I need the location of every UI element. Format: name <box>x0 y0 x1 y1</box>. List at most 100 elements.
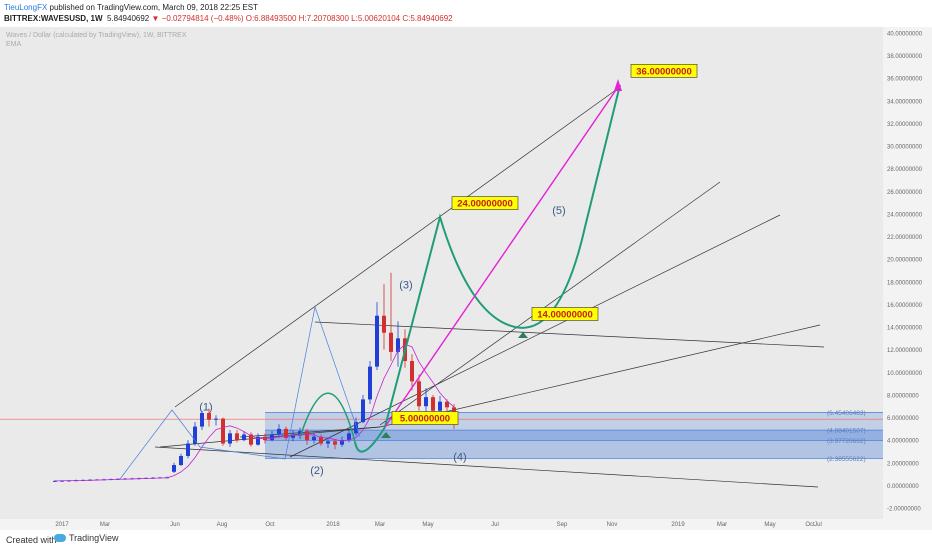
created-with-text: Created with <box>6 535 57 545</box>
last-price: 5.84940692 <box>106 14 150 23</box>
elliott-wave-line <box>119 305 361 480</box>
wave-label: (5) <box>552 205 565 217</box>
x-tick-label: Mar <box>100 522 110 528</box>
candle-body <box>361 399 365 423</box>
y-tick-label: 40.00000000 <box>887 32 923 38</box>
candle-body <box>193 426 197 444</box>
up-arrow-icon <box>381 432 391 438</box>
y-tick-label: 26.00000000 <box>887 190 923 196</box>
tradingview-logo[interactable]: TradingView <box>54 533 119 543</box>
candle-body <box>326 441 330 444</box>
price-target-label: 14.00000000 <box>537 309 592 320</box>
candle-body <box>221 418 225 444</box>
projected-wave-path <box>354 84 621 453</box>
trend-line <box>379 181 721 426</box>
candle-body <box>235 433 239 441</box>
x-tick-label: Sep <box>557 522 568 528</box>
candle-body <box>389 332 393 352</box>
x-tick-label: Mar <box>375 522 385 528</box>
candle-body <box>417 381 421 407</box>
publish-text: published on TradingView.com, March 09, … <box>49 3 258 12</box>
x-tick-label: 2017 <box>55 522 69 528</box>
candle-body <box>256 436 260 445</box>
price-target-box <box>531 307 599 321</box>
x-tick-label: Oct <box>805 522 815 528</box>
y-tick-label: 24.00000000 <box>887 212 923 218</box>
x-tick-label: May <box>764 522 775 528</box>
trend-line <box>154 446 819 488</box>
y-tick-label: 16.00000000 <box>887 303 923 309</box>
chart-canvas[interactable]: Waves / Dollar (calculated by TradingVie… <box>0 27 932 530</box>
candle-body <box>319 436 323 444</box>
candle-body <box>298 431 302 436</box>
price-target-label: 24.00000000 <box>457 199 512 210</box>
x-tick-label: Jun <box>170 522 180 528</box>
candle-body <box>242 434 246 441</box>
fib-level-label: (6.45406483) <box>827 410 866 417</box>
trend-line <box>174 86 621 408</box>
time-axis[interactable] <box>0 519 883 530</box>
x-tick-label: 2019 <box>671 522 685 528</box>
price-target-box <box>391 411 459 425</box>
price-axis[interactable] <box>883 27 932 530</box>
close-value: C:5.84940692 <box>402 14 453 23</box>
price-target-label: 5.00000000 <box>400 414 450 425</box>
author-link[interactable]: TieuLongFX <box>4 3 48 12</box>
candle-body <box>431 397 435 411</box>
candle-body <box>312 436 316 441</box>
candle-body <box>375 315 379 367</box>
candle-body <box>228 433 232 444</box>
price-target-label: 36.00000000 <box>636 66 691 77</box>
y-tick-label: 6.00000000 <box>887 416 919 422</box>
candle-body <box>424 397 428 407</box>
projection-arrowhead <box>614 79 622 91</box>
y-tick-label: 36.00000000 <box>887 77 923 83</box>
up-arrow-icon <box>518 332 528 338</box>
y-tick-label: 32.00000000 <box>887 122 923 128</box>
candle-body <box>53 480 57 482</box>
legend-title: Waves / Dollar (calculated by TradingVie… <box>6 32 187 39</box>
y-tick-label: 2.00000000 <box>887 461 919 467</box>
wave-label: (3) <box>399 280 412 292</box>
chart-header: TieuLongFX published on TradingView.com,… <box>0 0 932 26</box>
projection-arrow-line <box>384 86 619 428</box>
fib-level-label: (4.88401507) <box>827 428 866 435</box>
wave-label: (1) <box>199 402 212 414</box>
fib-zone-band <box>265 430 883 441</box>
wave-label: (4) <box>453 452 466 464</box>
price-target-box <box>630 64 698 78</box>
candle-body <box>382 315 386 333</box>
cloud-icon <box>54 534 66 542</box>
candle-body <box>347 433 351 441</box>
x-tick-label: Nov <box>607 522 618 528</box>
wave-4-curve <box>299 392 356 443</box>
y-tick-label: 10.00000000 <box>887 371 923 377</box>
fib-level-label: (2.38555622) <box>827 456 866 463</box>
x-tick-label: Jul <box>491 522 499 528</box>
candle-body <box>410 360 414 382</box>
wave-label: (2) <box>310 465 323 477</box>
footer: Created with TradingView <box>0 530 932 550</box>
high-value: H:7.20708300 <box>298 14 349 23</box>
triangle-down-icon: ▼ <box>151 14 160 23</box>
x-tick-label: Oct <box>265 522 275 528</box>
y-tick-label: 8.00000000 <box>887 393 919 399</box>
x-tick-label: Aug <box>217 522 228 528</box>
candle-body <box>354 422 358 434</box>
candle-body <box>305 431 309 441</box>
x-tick-label: Jul <box>814 522 822 528</box>
y-tick-label: 12.00000000 <box>887 348 923 354</box>
open-value: O:6.88493500 <box>245 14 297 23</box>
candle-body <box>214 418 218 420</box>
fib-level-label: (3.97720662) <box>827 438 866 445</box>
x-tick-label: Mar <box>717 522 727 528</box>
y-tick-label: 14.00000000 <box>887 326 923 332</box>
candle-body <box>368 366 372 400</box>
brand-text: TradingView <box>69 533 119 543</box>
y-tick-label: 4.00000000 <box>887 439 919 445</box>
candle-body <box>200 413 204 427</box>
fib-zone-band <box>265 440 883 459</box>
candle-body <box>445 401 449 408</box>
candle-body <box>291 435 295 438</box>
x-tick-label: May <box>422 522 433 528</box>
